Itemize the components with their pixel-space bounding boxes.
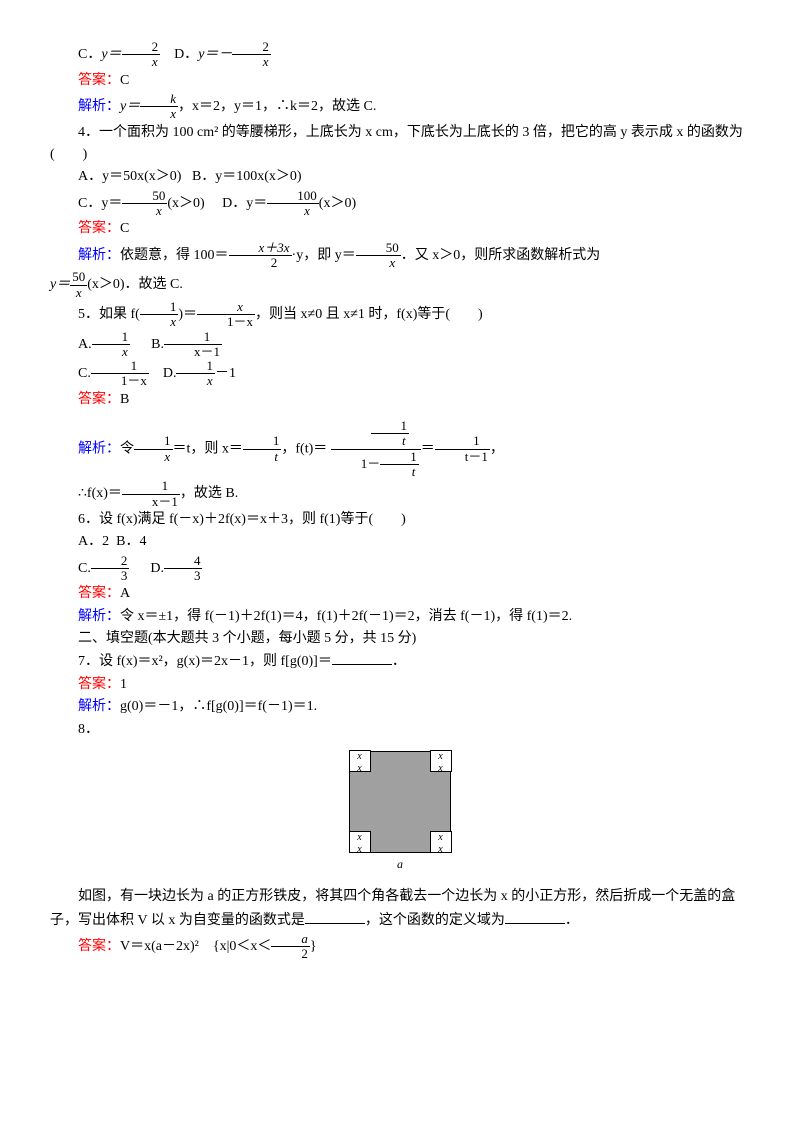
q6-answer: 答案：A xyxy=(50,583,750,605)
q5-opts-ab: A.1x B.1x－1 xyxy=(50,330,750,360)
q7-stem: 7．设 f(x)＝x²，g(x)＝2x－1，则 f[g(0)]＝． xyxy=(50,650,750,673)
q5-analysis: 解析：令1x＝t，则 x＝1t，f(t)＝ 1t 1－1t ＝1t－1， xyxy=(50,419,750,479)
q3-analysis: 解析：y＝kx，x＝2，y＝1，∴k＝2，故选 C. xyxy=(50,92,750,122)
q4-answer: 答案：C xyxy=(50,218,750,240)
q7-analysis: 解析：g(0)＝－1，∴f[g(0)]＝f(－1)＝1. xyxy=(50,696,750,718)
square-icon: xx xx xx xx xyxy=(349,751,451,853)
opt-d-prefix: D． xyxy=(174,47,198,62)
q8-stem: 如图，有一块边长为 a 的正方形铁皮，将其四个角各截去一个边长为 x 的小正方形… xyxy=(50,886,750,932)
q6-opts-ab: A．2 B．4 xyxy=(50,531,750,553)
opt-c-prefix: C． xyxy=(78,47,101,62)
q4-stem: 4．一个面积为 100 cm² 的等腰梯形，上底长为 x cm，下底长为上底长的… xyxy=(50,122,750,167)
section2-heading: 二、填空题(本大题共 3 个小题，每小题 5 分，共 15 分) xyxy=(50,628,750,650)
q4-opts-cd: C．y＝50x(x＞0) D．y＝100x(x＞0) xyxy=(50,189,750,219)
q6-analysis: 解析：令 x＝±1，得 f(－1)＋2f(1)＝4，f(1)＋2f(－1)＝2，… xyxy=(50,606,750,628)
blank xyxy=(332,650,392,665)
q5-analysis-line2: ∴f(x)＝1x－1，故选 B. xyxy=(50,479,750,509)
q6-stem: 6．设 f(x)满足 f(－x)＋2f(x)＝x＋3，则 f(1)等于( ) xyxy=(50,509,750,531)
q5-opts-cd: C.11－x D.1x－1 xyxy=(50,359,750,389)
q8-figure: xx xx xx xx a xyxy=(50,751,750,876)
q5-stem: 5．如果 f(1x)＝x1－x，则当 x≠0 且 x≠1 时，f(x)等于( ) xyxy=(50,300,750,330)
q7-answer: 答案：1 xyxy=(50,674,750,696)
q3-answer: 答案：C xyxy=(50,70,750,92)
q8-num: 8． xyxy=(50,719,750,741)
q8-answer: 答案：V＝x(a－2x)² {x|0＜x＜a2} xyxy=(50,932,750,962)
q4-opts-ab: A．y＝50x(x＞0) B．y＝100x(x＞0) xyxy=(50,166,750,188)
q3-options-cd: C．y＝2x D．y＝－2x xyxy=(50,40,750,70)
q4-analysis: 解析：依题意，得 100＝x＋3x2·y，即 y＝50x．又 x＞0，则所求函数… xyxy=(50,241,750,300)
q6-opts-cd: C.23 D.43 xyxy=(50,554,750,584)
q5-answer: 答案：B xyxy=(50,389,750,411)
